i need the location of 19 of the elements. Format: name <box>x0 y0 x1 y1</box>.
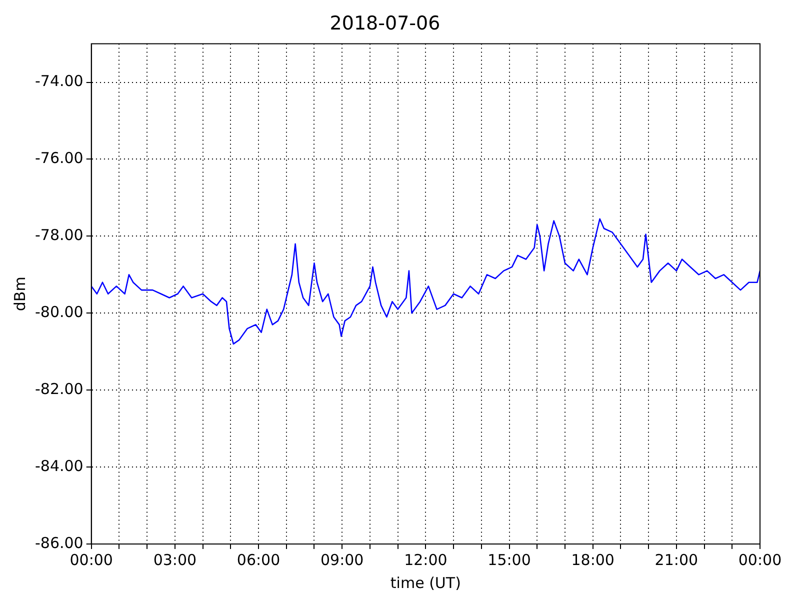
x-tick-label: 06:00 <box>236 550 280 569</box>
y-tick-label: -84.00 <box>34 456 84 475</box>
x-tick-label: 21:00 <box>654 550 698 569</box>
x-tick-label: 00:00 <box>738 550 782 569</box>
y-axis-title: dBm <box>10 276 29 312</box>
y-tick-label: -86.00 <box>34 534 84 552</box>
x-tick-label: 09:00 <box>320 550 364 569</box>
x-tick-label: 03:00 <box>153 550 197 569</box>
y-tick-label: -80.00 <box>34 303 84 322</box>
x-tick-label: 15:00 <box>488 550 531 569</box>
y-tick-label: -78.00 <box>34 226 84 244</box>
chart-title: 2018-07-06 <box>330 12 440 34</box>
x-tick-label: 12:00 <box>404 550 448 569</box>
y-tick-label: -82.00 <box>34 380 84 398</box>
x-tick-label: 18:00 <box>571 550 614 569</box>
x-axis-title: time (UT) <box>390 574 461 592</box>
x-tick-label: 00:00 <box>70 550 113 569</box>
y-tick-label: -76.00 <box>34 149 84 168</box>
y-tick-label: -74.00 <box>34 72 84 90</box>
